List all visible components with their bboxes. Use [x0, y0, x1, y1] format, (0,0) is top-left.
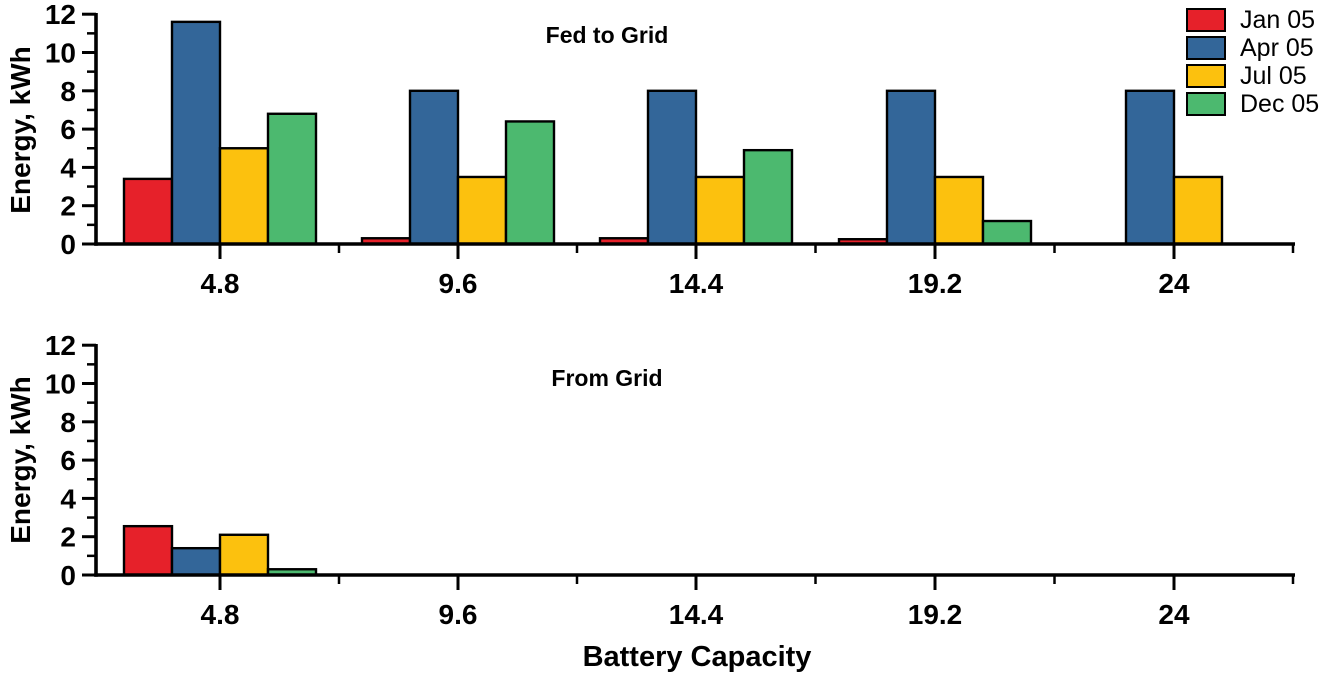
bar-jul-05-4-8 [218, 147, 270, 246]
bar-jul-05-4-8 [218, 533, 270, 577]
x-tick-label: 9.6 [439, 599, 478, 630]
x-tick-label: 14.4 [669, 599, 724, 630]
bar-jul-05-9-6 [456, 175, 508, 246]
y-axis-label-bottom: Energy, kWh [5, 376, 36, 544]
x-tick-label: 19.2 [908, 599, 963, 630]
x-tick-label: 24 [1158, 599, 1190, 630]
legend-item-jul-05: Jul 05 [1186, 61, 1319, 90]
y-tick-label: 6 [60, 445, 76, 476]
x-tick-label: 19.2 [908, 268, 963, 299]
legend-swatch-jan-05 [1186, 7, 1226, 32]
bar-apr-05-24 [1124, 89, 1176, 246]
y-tick-label: 8 [60, 76, 76, 107]
legend-swatch-dec-05 [1186, 91, 1226, 116]
bar-apr-05-19-2 [885, 89, 937, 246]
x-tick-label: 4.8 [201, 599, 240, 630]
bar-apr-05-14-4 [646, 89, 698, 246]
legend-swatch-apr-05 [1186, 35, 1226, 60]
bar-jan-05-4-8 [122, 177, 174, 246]
x-tick-label: 4.8 [201, 268, 240, 299]
bar-dec-05-19-2 [981, 219, 1033, 246]
legend-label: Apr 05 [1240, 33, 1314, 62]
x-axis-label: Battery Capacity [582, 641, 812, 673]
bar-dec-05-14-4 [742, 148, 794, 246]
bar-apr-05-4-8 [170, 546, 222, 577]
bar-dec-05-9-6 [504, 120, 556, 246]
x-tick-label: 14.4 [669, 268, 724, 299]
y-tick-label: 12 [45, 330, 76, 361]
legend: Jan 05 Apr 05 Jul 05 Dec 05 [1186, 7, 1319, 119]
legend-item-apr-05: Apr 05 [1186, 33, 1319, 62]
y-tick-label: 10 [45, 38, 76, 69]
x-tick-label: 9.6 [439, 268, 478, 299]
legend-label: Jul 05 [1240, 61, 1307, 90]
fed-to-grid-title: Fed to Grid [545, 22, 669, 48]
y-tick-label: 0 [60, 229, 76, 260]
y-tick-label: 0 [60, 560, 76, 591]
legend-label: Dec 05 [1240, 89, 1320, 118]
bar-jul-05-24 [1172, 175, 1224, 246]
y-tick-label: 10 [45, 369, 76, 400]
bar-jul-05-14-4 [694, 175, 746, 246]
x-tick-label: 24 [1158, 268, 1190, 299]
y-axis-label-top: Energy, kWh [5, 46, 36, 214]
bar-dec-05-4-8 [266, 112, 318, 246]
legend-label: Jan 05 [1240, 5, 1316, 34]
bar-apr-05-9-6 [408, 89, 460, 246]
legend-swatch-jul-05 [1186, 63, 1226, 88]
y-tick-label: 4 [60, 483, 76, 514]
from-grid-title: From Grid [551, 365, 663, 391]
legend-item-jan-05: Jan 05 [1186, 5, 1319, 34]
y-tick-label: 6 [60, 114, 76, 145]
y-tick-label: 12 [45, 0, 76, 30]
y-tick-label: 8 [60, 407, 76, 438]
legend-item-dec-05: Dec 05 [1186, 89, 1320, 118]
y-tick-label: 4 [60, 152, 76, 183]
bar-apr-05-4-8 [170, 20, 222, 246]
y-tick-label: 2 [60, 522, 76, 553]
bar-jul-05-19-2 [933, 175, 985, 246]
bar-jan-05-4-8 [122, 524, 174, 577]
y-tick-label: 2 [60, 191, 76, 222]
